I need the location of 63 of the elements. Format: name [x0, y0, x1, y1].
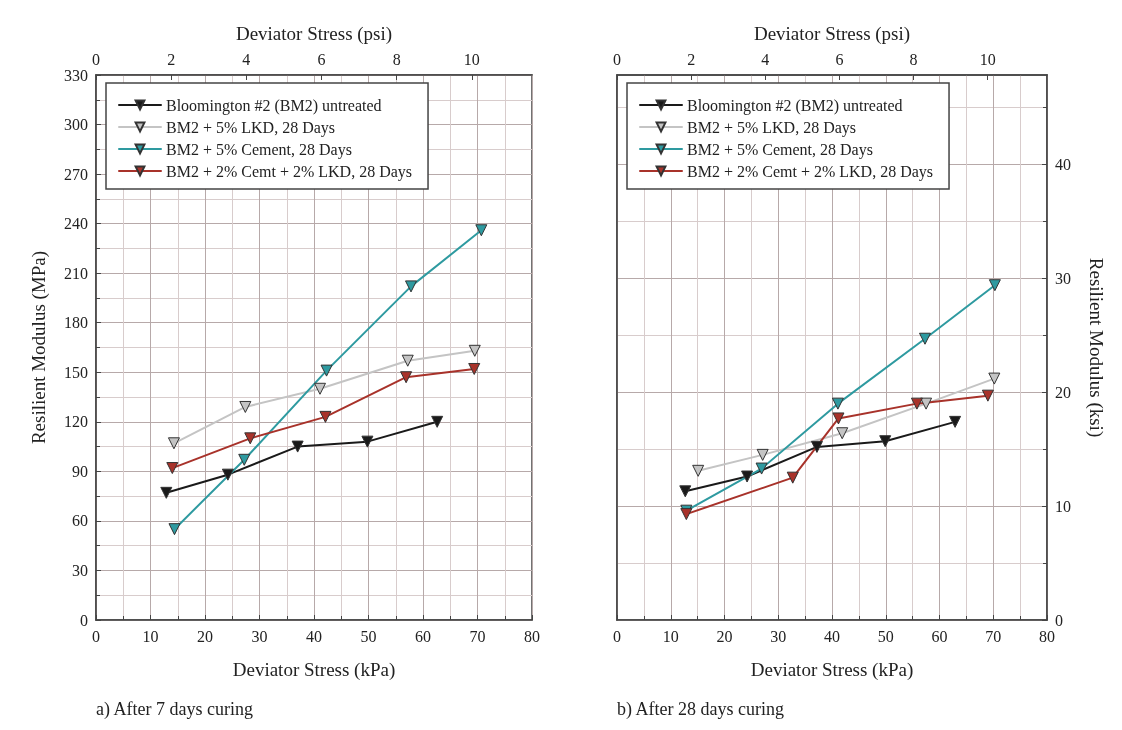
y-tick-label: 300 [64, 116, 88, 134]
y-tick-label: 210 [64, 264, 88, 282]
x-tick-label: 0 [613, 627, 621, 645]
x-tick-label: 70 [469, 627, 486, 645]
x2-tick-label: 10 [463, 50, 480, 68]
x-tick-label: 10 [662, 627, 679, 645]
x-tick-label: 50 [877, 627, 894, 645]
x2-tick-label: 4 [761, 50, 770, 68]
y-axis-title: Resilient Modulus (MPa) [28, 250, 50, 445]
legend-label: Bloomington #2 (BM2) untreated [166, 96, 382, 115]
legend-label: Bloomington #2 (BM2) untreated [687, 96, 903, 115]
x-tick-label: 20 [716, 627, 733, 645]
x2-tick-label: 0 [92, 50, 100, 68]
y-tick-label: 180 [64, 314, 88, 332]
x-tick-label: 0 [92, 627, 100, 645]
x-tick-label: 20 [197, 627, 213, 645]
y-tick-label: 120 [64, 413, 88, 431]
x2-tick-label: 2 [167, 50, 176, 68]
y-tick-label: 30 [72, 561, 88, 579]
x2-axis-title: Deviator Stress (psi) [753, 23, 911, 45]
x-axis-title: Deviator Stress (kPa) [232, 659, 396, 681]
y-tick-label: 240 [64, 215, 88, 233]
y2-tick-label: 20 [1055, 383, 1071, 401]
legend-label: BM2 + 2% Cemt + 2% LKD, 28 Days [687, 162, 934, 181]
x-tick-label: 80 [524, 627, 540, 645]
x-tick-label: 60 [931, 627, 948, 645]
y-tick-label: 0 [80, 611, 88, 629]
x2-axis-title: Deviator Stress (psi) [235, 23, 393, 45]
y-tick-label: 90 [72, 462, 88, 480]
y2-tick-label: 10 [1055, 497, 1071, 515]
x2-tick-label: 6 [835, 50, 844, 68]
y2-tick-label: 0 [1055, 611, 1063, 629]
y-tick-label: 270 [64, 165, 88, 183]
y2-axis-title: Resilient Modulus (ksi) [1085, 257, 1107, 438]
legend-label: BM2 + 5% LKD, 28 Days [687, 118, 857, 137]
x-tick-label: 30 [251, 627, 268, 645]
text: b) After 28 days curing [617, 699, 784, 720]
y2-tick-label: 40 [1055, 156, 1071, 173]
x2-tick-label: 10 [979, 50, 996, 68]
x-tick-label: 40 [824, 627, 840, 645]
x2-tick-label: 8 [392, 50, 401, 68]
x-tick-label: 70 [985, 627, 1002, 645]
legend-label: BM2 + 5% LKD, 28 Days [166, 118, 336, 137]
y-tick-label: 60 [72, 512, 88, 530]
y2-tick-label: 30 [1055, 269, 1071, 287]
legend-label: BM2 + 2% Cemt + 2% LKD, 28 Days [166, 162, 413, 181]
y-tick-label: 150 [64, 363, 88, 381]
legend-label: BM2 + 5% Cement, 28 Days [687, 140, 873, 159]
x2-tick-label: 2 [687, 50, 696, 68]
text: a) After 7 days curing [96, 699, 253, 720]
x-tick-label: 40 [306, 627, 322, 645]
x2-tick-label: 4 [242, 50, 251, 68]
x-tick-label: 30 [770, 627, 787, 645]
x-axis-title: Deviator Stress (kPa) [750, 659, 914, 681]
x-tick-label: 50 [360, 627, 377, 645]
x2-tick-label: 0 [613, 50, 621, 68]
x2-tick-label: 8 [909, 50, 918, 68]
x-tick-label: 80 [1039, 627, 1055, 645]
legend-label: BM2 + 5% Cement, 28 Days [166, 140, 352, 159]
x-tick-label: 60 [415, 627, 431, 645]
x-tick-label: 10 [142, 627, 159, 645]
x2-tick-label: 6 [317, 50, 326, 68]
y-tick-label: 330 [64, 66, 88, 84]
